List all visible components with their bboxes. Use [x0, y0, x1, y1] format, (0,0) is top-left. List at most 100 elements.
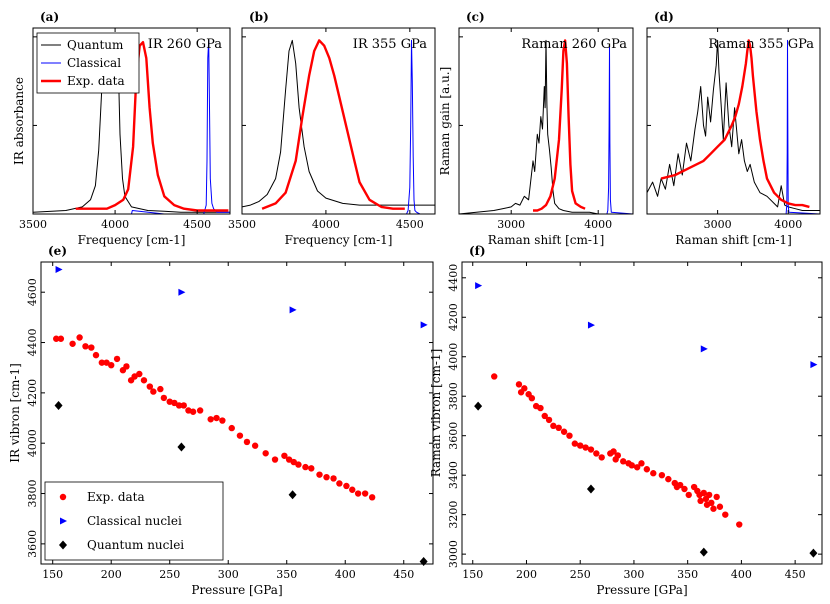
y-tick-label: 4000: [447, 343, 460, 371]
classical-nuclei-point: [420, 321, 428, 329]
exp-data-point: [566, 432, 573, 439]
exp-data-point: [53, 335, 60, 342]
quantum-nuclei-point: [809, 548, 818, 558]
exp-data-point: [716, 503, 724, 510]
panel-b: 3500 4000 4500 (b) IR 355 GPa Frequency [cm-1…: [228, 10, 436, 247]
series-classical: [33, 39, 230, 214]
panel-title: Raman 355 GPa: [708, 37, 814, 52]
y-tick-label: 3000: [447, 540, 460, 568]
x-tick-label: 4000: [101, 218, 129, 231]
exp-data-point: [571, 440, 579, 447]
x-tick-label: 250: [570, 568, 591, 581]
exp-data-point: [521, 385, 528, 392]
x-tick-label: 4000: [584, 218, 612, 231]
quantum-nuclei-point: [177, 442, 186, 452]
series-exp-data: [660, 39, 810, 209]
exp-data-point: [638, 460, 645, 467]
x-tick-label: 200: [516, 568, 537, 581]
exp-data-point: [528, 394, 536, 402]
exp-data-point: [98, 359, 106, 366]
x-axis-label: Pressure [GPa]: [596, 583, 687, 597]
exp-data-point: [316, 471, 323, 478]
exp-data-point: [88, 344, 95, 351]
series-classical: [459, 45, 633, 214]
exp-data-point: [236, 432, 244, 439]
panel-d: 3000 4000 (d) Raman 355 GPa Raman shift [cm-…: [646, 10, 821, 247]
x-axis-label: Raman shift [cm-1]: [488, 233, 605, 247]
x-tick-label: 150: [42, 568, 63, 581]
legend-entry: Quantum nuclei: [87, 538, 184, 552]
exp-data-point: [281, 452, 288, 459]
legend: Exp. data Classical nuclei Quantum nuclei: [44, 481, 224, 561]
exp-data-point: [92, 351, 100, 359]
exp-data-point: [577, 442, 584, 449]
legend-entry: Quantum: [67, 38, 124, 52]
series-exp-data: [75, 41, 229, 212]
panel-c: 3000 4000 (c) Raman 260 GPa Raman shift [cm-…: [438, 10, 634, 247]
y-tick-label: 3600: [447, 422, 460, 450]
series-exp-data: [533, 39, 586, 212]
exp-data-point: [82, 343, 89, 350]
exp-data-point: [108, 361, 115, 369]
x-tick-label: 4000: [774, 218, 802, 231]
exp-data-point: [614, 452, 622, 459]
x-tick-label: 150: [462, 568, 483, 581]
panel-f: 150 200 250 300 350 400 450 3000 3200 3400 3600 380…: [429, 244, 823, 597]
exp-data-point: [136, 370, 143, 378]
exp-data-point: [705, 491, 713, 499]
exp-data-point: [593, 450, 600, 457]
exp-data-point: [150, 388, 157, 395]
quantum-nuclei-point: [586, 484, 595, 494]
exp-data-point: [628, 462, 635, 469]
exp-data-point: [196, 407, 204, 414]
y-tick-label: 3600: [26, 530, 39, 558]
exp-data-point: [171, 399, 178, 407]
exp-data-point: [643, 466, 651, 473]
panel-title: Raman 260 GPa: [521, 37, 627, 52]
series-exp-data: [261, 39, 405, 210]
exp-data-point: [541, 412, 548, 420]
x-tick-label: 450: [393, 568, 414, 581]
exp-data-point: [323, 473, 330, 481]
legend-marker: [59, 493, 67, 501]
exp-data-point: [336, 480, 343, 487]
exp-data-point: [708, 499, 715, 507]
exp-data-point: [665, 475, 672, 483]
plot-frame: [241, 27, 436, 215]
x-tick-label: 200: [101, 568, 122, 581]
exp-data-point: [251, 442, 259, 449]
exp-data-point: [736, 521, 743, 528]
y-tick-label: 3200: [447, 501, 460, 529]
legend-marker: [59, 540, 67, 550]
exp-data-point: [57, 335, 65, 342]
exp-data-point: [160, 394, 168, 402]
y-axis-label: Raman vibron [cm-1]: [429, 349, 443, 478]
plot-frame: [646, 27, 821, 215]
x-tick-label: 4500: [396, 218, 424, 231]
exp-data-point: [658, 471, 666, 479]
series-classical: [647, 39, 820, 214]
exp-data-point: [146, 383, 154, 390]
classical-nuclei-point: [55, 266, 63, 274]
exp-data-point: [113, 355, 121, 363]
exp-data-point: [555, 424, 562, 432]
panel-label: (e): [48, 244, 67, 258]
x-tick-label: 250: [159, 568, 180, 581]
exp-data-point: [550, 422, 557, 430]
series-classical: [242, 39, 435, 214]
x-tick-label: 400: [335, 568, 356, 581]
exp-data-point: [308, 465, 315, 472]
exp-data-point: [361, 490, 369, 497]
exp-data-point: [681, 485, 688, 493]
panel-label: (c): [466, 10, 485, 24]
legend-marker: [60, 517, 67, 525]
series-quantum: [459, 39, 633, 214]
exp-data-point: [545, 416, 553, 424]
classical-nuclei-point: [475, 282, 483, 290]
plot-frame: [32, 27, 231, 215]
x-tick-label: 4000: [312, 218, 340, 231]
exp-data-point: [349, 486, 356, 493]
exp-data-point: [515, 381, 523, 388]
quantum-nuclei-point: [288, 490, 297, 500]
